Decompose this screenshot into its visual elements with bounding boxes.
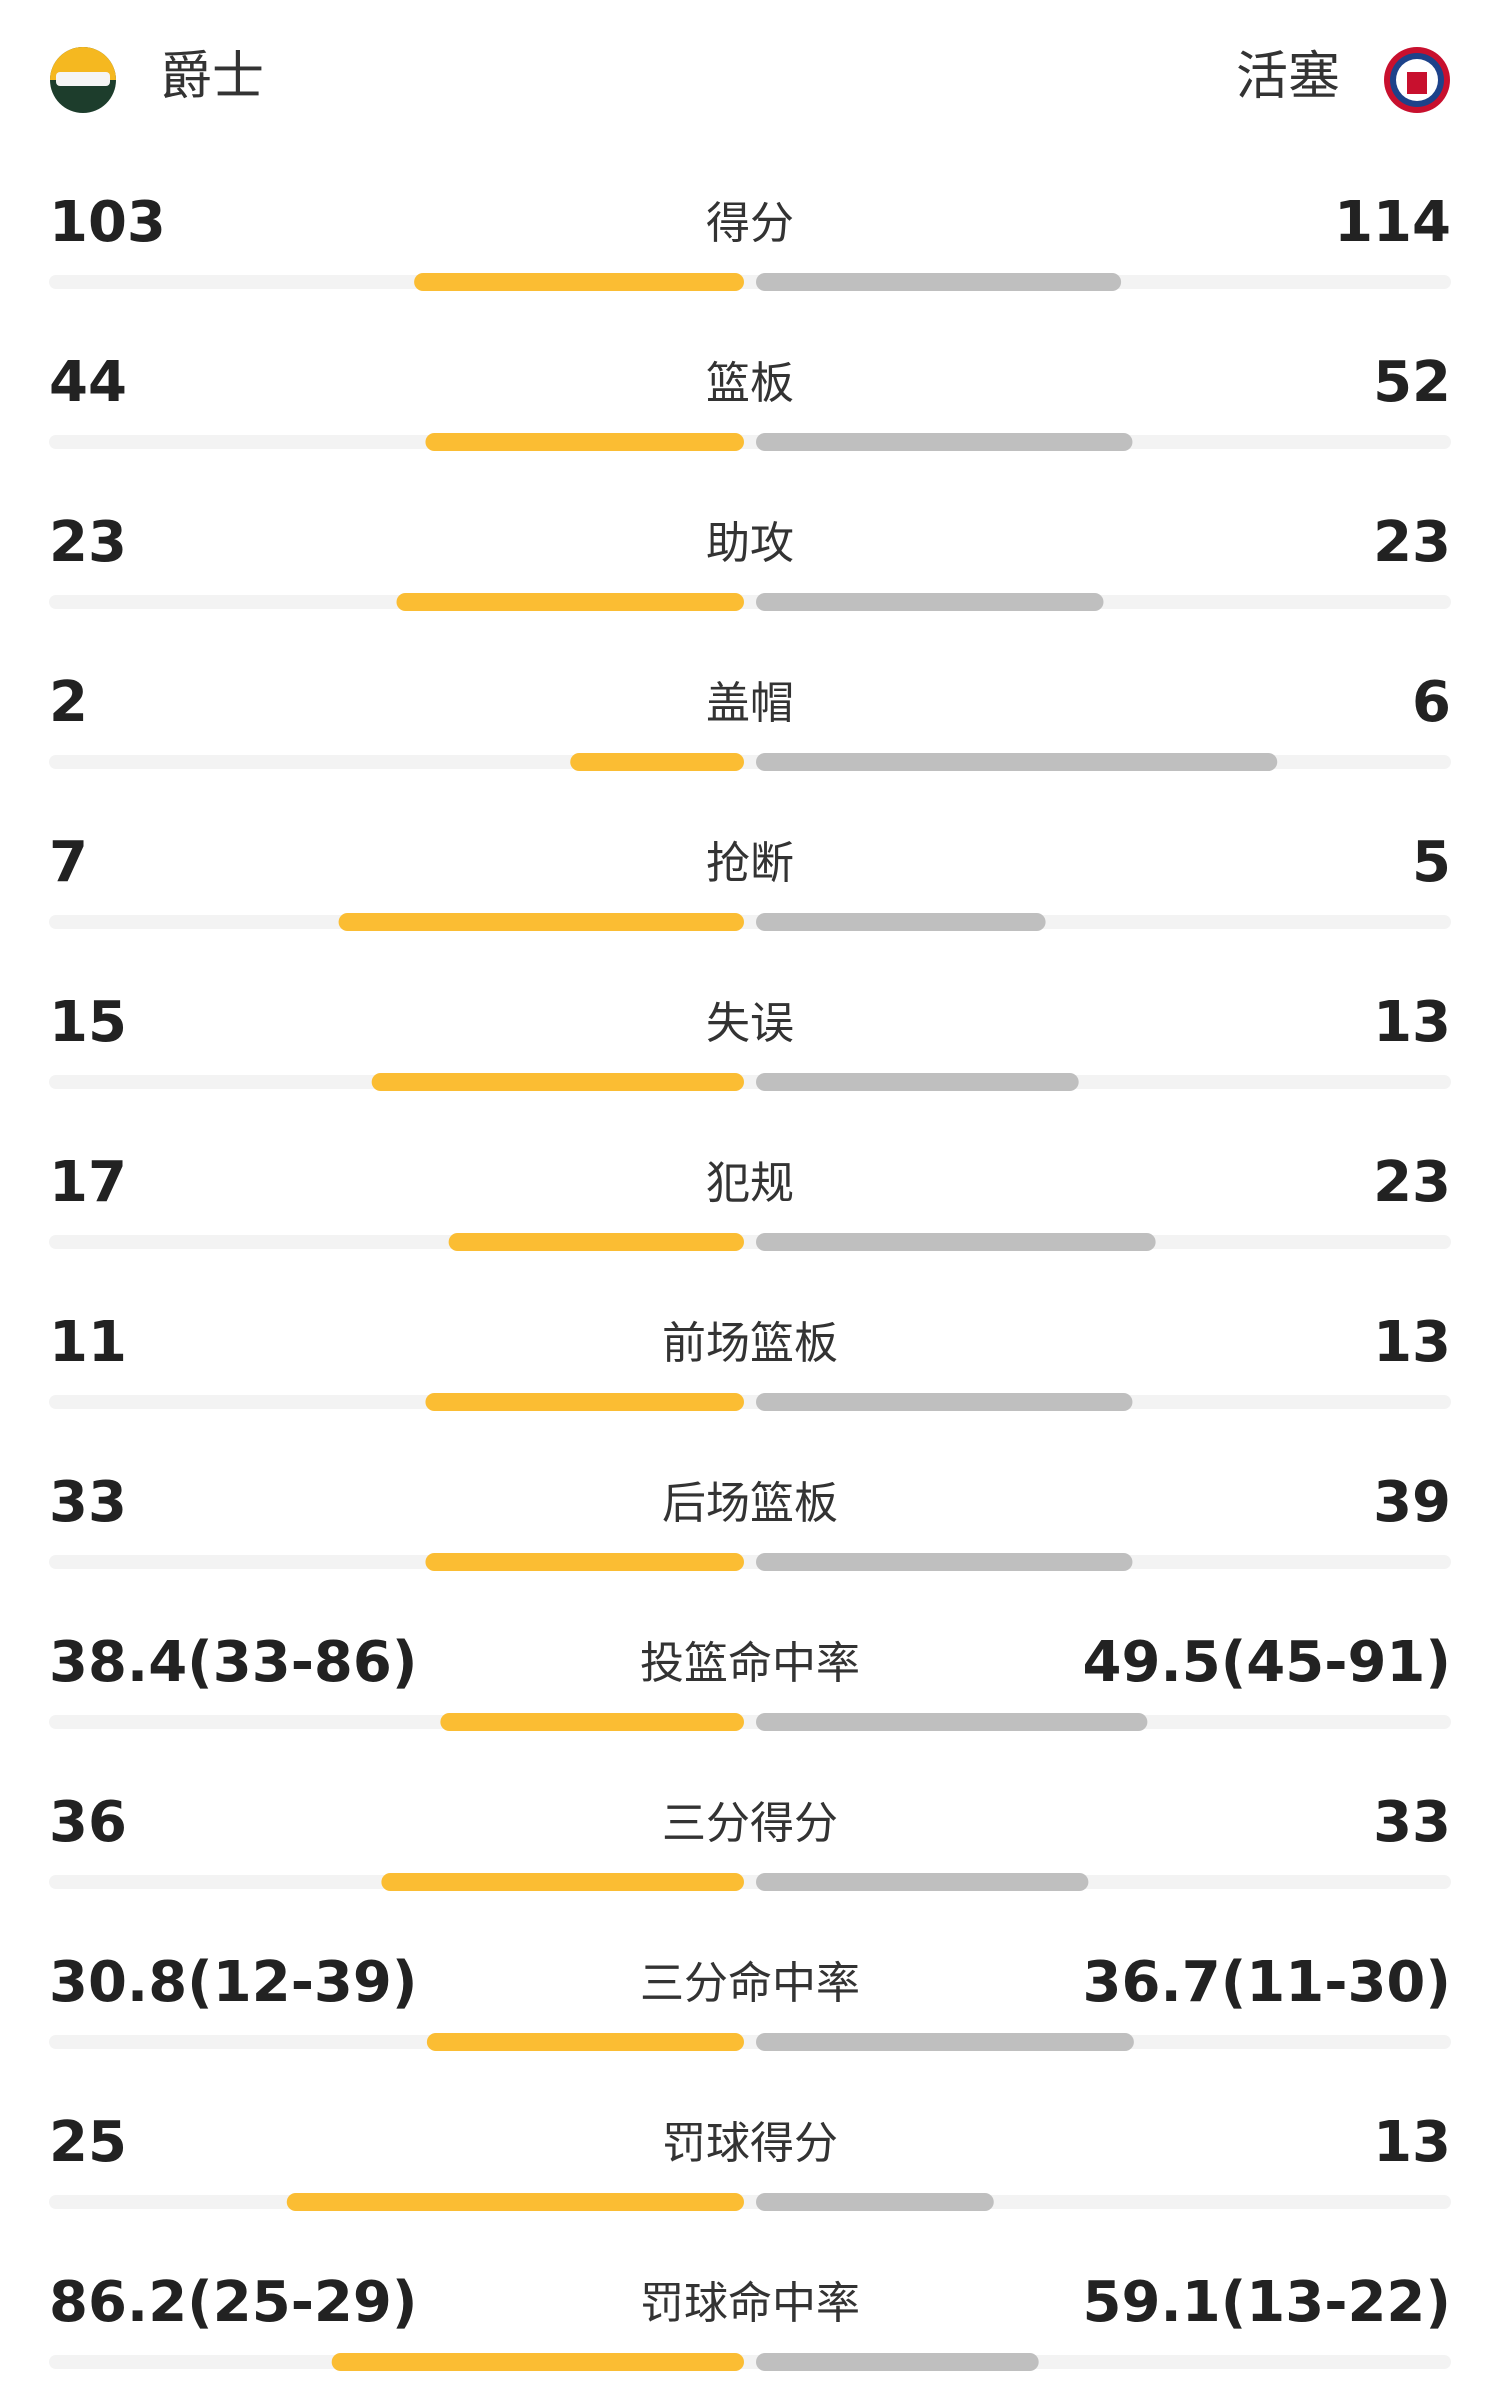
- away-value: 33: [1373, 1790, 1451, 1855]
- bar-track: [49, 595, 1451, 609]
- away-bar: [756, 2033, 1134, 2051]
- bar-track: [49, 1555, 1451, 1569]
- away-value: 13: [1373, 990, 1451, 1055]
- stat-label: 犯规: [706, 1158, 794, 1209]
- home-value: 17: [49, 1150, 127, 1215]
- bar-track: [49, 275, 1451, 289]
- home-value: 86.2(25-29): [49, 2270, 417, 2335]
- home-logo: [50, 47, 116, 113]
- home-bar: [381, 1873, 744, 1891]
- away-value: 6: [1412, 670, 1451, 735]
- home-team-name: 爵士: [160, 47, 264, 107]
- home-bar: [570, 753, 744, 771]
- stat-label: 助攻: [706, 518, 794, 569]
- away-value: 13: [1373, 1310, 1451, 1375]
- away-team-name: 活塞: [1236, 47, 1340, 107]
- away-bar: [756, 593, 1104, 611]
- home-value: 7: [49, 830, 88, 895]
- away-bar: [756, 753, 1278, 771]
- away-value: 59.1(13-22): [1083, 2270, 1451, 2335]
- bar-track: [49, 435, 1451, 449]
- stat-label: 失误: [706, 998, 794, 1049]
- away-value: 23: [1373, 510, 1451, 575]
- away-bar: [756, 913, 1046, 931]
- stat-label: 投篮命中率: [640, 1638, 860, 1689]
- away-value: 114: [1334, 190, 1451, 255]
- home-value: 103: [49, 190, 166, 255]
- away-bar: [756, 2353, 1039, 2371]
- away-bar: [756, 273, 1122, 291]
- away-value: 5: [1412, 830, 1451, 895]
- stat-label: 前场篮板: [662, 1318, 838, 1369]
- bar-track: [49, 915, 1451, 929]
- bar-track: [49, 1715, 1451, 1729]
- home-value: 44: [49, 350, 127, 415]
- home-bar: [425, 1393, 744, 1411]
- stat-label: 三分命中率: [640, 1958, 860, 2009]
- home-bar: [338, 913, 744, 931]
- stat-label: 罚球得分: [662, 2118, 838, 2169]
- away-value: 13: [1373, 2110, 1451, 2175]
- away-value: 36.7(11-30): [1083, 1950, 1451, 2015]
- stat-label: 抢断: [706, 838, 794, 889]
- home-bar: [425, 1553, 744, 1571]
- away-bar: [756, 1073, 1079, 1091]
- away-bar: [756, 1393, 1133, 1411]
- home-value: 15: [49, 990, 127, 1055]
- home-bar: [425, 433, 744, 451]
- away-value: 49.5(45-91): [1083, 1630, 1451, 1695]
- away-logo: [1384, 47, 1450, 113]
- home-value: 11: [49, 1310, 127, 1375]
- stat-label: 得分: [706, 198, 794, 249]
- away-bar: [756, 2193, 994, 2211]
- home-value: 30.8(12-39): [49, 1950, 417, 2015]
- away-value: 23: [1373, 1150, 1451, 1215]
- stat-label: 盖帽: [706, 678, 794, 729]
- bar-track: [49, 2035, 1451, 2049]
- home-value: 25: [49, 2110, 127, 2175]
- home-value: 2: [49, 670, 88, 735]
- home-bar: [448, 1233, 744, 1251]
- home-bar: [414, 273, 744, 291]
- away-bar: [756, 433, 1133, 451]
- home-bar: [396, 593, 744, 611]
- home-bar: [331, 2353, 744, 2371]
- stat-label: 篮板: [706, 358, 794, 409]
- bar-track: [49, 1235, 1451, 1249]
- away-bar: [756, 1553, 1133, 1571]
- home-value: 33: [49, 1470, 127, 1535]
- away-value: 52: [1373, 350, 1451, 415]
- home-bar: [371, 1073, 744, 1091]
- home-bar: [286, 2193, 744, 2211]
- bar-track: [49, 1395, 1451, 1409]
- home-bar: [440, 1713, 744, 1731]
- home-value: 36: [49, 1790, 127, 1855]
- away-bar: [756, 1873, 1089, 1891]
- away-bar: [756, 1233, 1156, 1251]
- stat-label: 三分得分: [662, 1798, 838, 1849]
- bar-track: [49, 1075, 1451, 1089]
- bar-track: [49, 2355, 1451, 2369]
- home-bar: [426, 2033, 744, 2051]
- stat-label: 后场篮板: [662, 1478, 838, 1529]
- stat-label: 罚球命中率: [640, 2278, 860, 2329]
- away-bar: [756, 1713, 1148, 1731]
- away-value: 39: [1373, 1470, 1451, 1535]
- home-value: 38.4(33-86): [49, 1630, 417, 1695]
- home-value: 23: [49, 510, 127, 575]
- bar-track: [49, 1875, 1451, 1889]
- bar-track: [49, 2195, 1451, 2209]
